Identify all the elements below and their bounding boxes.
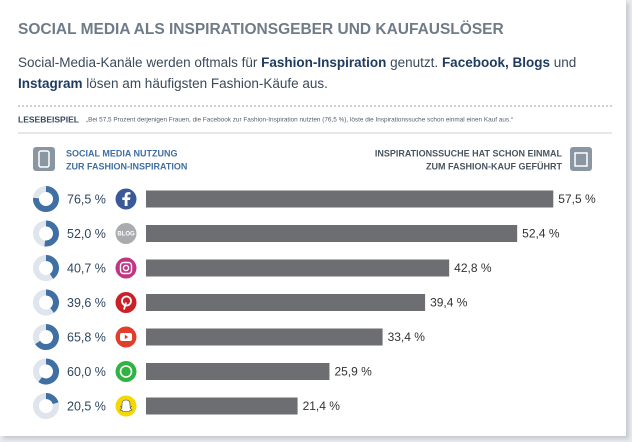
donut-label: 40,7 % [67, 261, 106, 275]
card: SOCIAL MEDIA ALS INSPIRATIONSGEBER UND K… [0, 0, 626, 436]
reading-text: „Bei 57,5 Prozent derjenigen Frauen, die… [86, 117, 513, 124]
subtitle-segment: Instagram [18, 76, 83, 91]
legend-right: ZUM FASHION-KAUF GEFÜHRT [426, 161, 562, 171]
donut-segment [45, 255, 59, 279]
whatsapp-glyph [119, 365, 133, 378]
subtitle-line: Social-Media-Kanäle werden oftmals für F… [18, 55, 576, 70]
donut-label: 20,5 % [67, 399, 106, 413]
bar [146, 363, 330, 380]
donut-label: 76,5 % [67, 192, 106, 206]
snapchat-glyph [119, 399, 133, 412]
youtube-glyph [124, 334, 129, 340]
donut-segment [44, 220, 59, 247]
donut-segment [35, 324, 59, 350]
whatsapp-icon [115, 361, 137, 382]
bag-icon-box [570, 147, 592, 171]
bar [146, 259, 450, 277]
subtitle-segment: Social-Media-Kanäle werden oftmals für [18, 55, 261, 70]
pinterest-glyph [121, 295, 132, 307]
bar [146, 225, 518, 242]
bag-icon [574, 152, 588, 167]
bar [146, 190, 554, 208]
subtitle-segment: lösen am häufigsten Fashion-Käufe aus. [83, 76, 328, 91]
bar-label: 52,4 % [522, 227, 560, 241]
subtitle-segment: Facebook, Blogs [442, 55, 550, 70]
phone-icon [38, 150, 50, 168]
legend-left: ZUR FASHION-INSPIRATION [66, 161, 187, 171]
bar [146, 397, 298, 415]
legend-right: INSPIRATIONSSUCHE HAT SCHON EINMAL [375, 148, 563, 158]
title: SOCIAL MEDIA ALS INSPIRATIONSGEBER UND K… [18, 21, 504, 38]
facebook-glyph [122, 192, 131, 206]
bar-label: 21,4 % [303, 399, 341, 413]
donut-segment [33, 186, 59, 212]
donut-label: 52,0 % [67, 227, 106, 241]
donut-label: 65,8 % [67, 330, 106, 344]
subtitle-segment: Fashion-Inspiration [261, 55, 386, 70]
bar-label: 33,4 % [388, 330, 426, 344]
donut-segment [45, 393, 59, 405]
reading-label: LESEBEISPIEL [18, 114, 79, 124]
bar-label: 25,9 % [334, 365, 372, 379]
instagram-glyph [119, 261, 133, 275]
donut-label: 60,0 % [67, 365, 106, 379]
bar-label: 57,5 % [558, 192, 596, 206]
donut-label: 39,6 % [67, 296, 106, 310]
bar-label: 42,8 % [454, 261, 492, 275]
subtitle-line: Instagram lösen am häufigsten Fashion-Kä… [18, 76, 328, 91]
bar [146, 294, 426, 311]
blog-icon [115, 223, 137, 244]
bar-label: 39,4 % [430, 296, 468, 310]
chart: SOCIAL MEDIA ALS INSPIRATIONSGEBER UND K… [18, 21, 612, 419]
donut-segment [38, 358, 59, 385]
donut-segment [45, 289, 59, 313]
instagram-icon [115, 257, 137, 279]
legend-left: SOCIAL MEDIA NUTZUNG [66, 148, 178, 158]
subtitle-segment: und [550, 55, 576, 70]
blog-icon-text: BLOG [117, 232, 135, 238]
instagram-glyph [122, 264, 130, 272]
pinterest-glyph [123, 302, 127, 310]
subtitle-segment: genutzt. [386, 55, 442, 70]
bar [146, 328, 383, 346]
